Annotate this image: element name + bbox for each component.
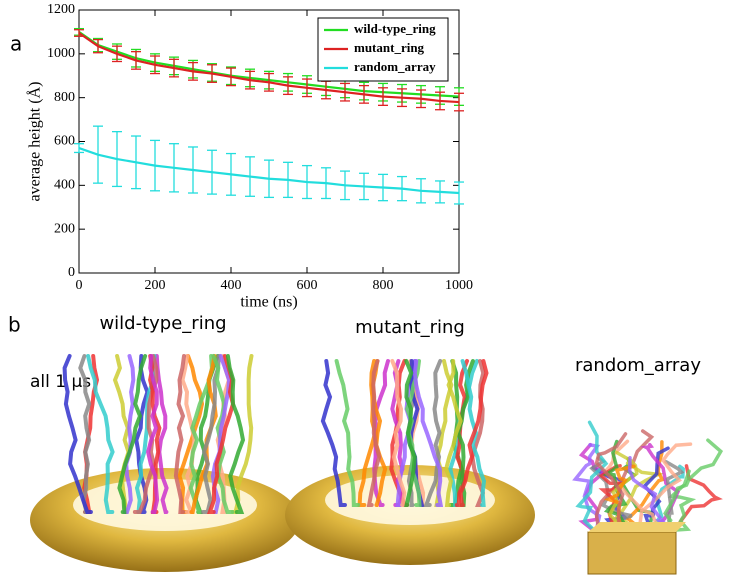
strand (122, 354, 136, 514)
image-label: random_array (575, 355, 701, 376)
strand (673, 464, 723, 532)
x-tick-label: 400 (221, 278, 242, 293)
strand (201, 354, 221, 514)
strand (177, 354, 205, 514)
strands (572, 420, 724, 532)
strands (320, 359, 489, 507)
x-tick-label: 1000 (445, 278, 473, 293)
series-line (78, 147, 460, 195)
strand (225, 354, 246, 514)
strand (180, 354, 197, 514)
image-label: wild-type_ring (99, 313, 226, 334)
strand (423, 359, 443, 507)
strand (86, 354, 115, 514)
legend-label: wild-type_ring (354, 21, 436, 36)
y-axis-label: average height (Å) (26, 82, 44, 202)
strands (62, 354, 254, 514)
strand (640, 442, 693, 532)
strand (460, 359, 487, 507)
gold-block-top (588, 522, 686, 532)
legend-label: random_array (354, 59, 436, 74)
strand (62, 354, 93, 514)
strand (154, 354, 169, 514)
strand (594, 432, 628, 532)
gold-block (587, 531, 677, 575)
strand (640, 442, 681, 532)
strand (404, 359, 417, 507)
series-line (78, 32, 460, 104)
y-tick-label: 800 (54, 90, 75, 105)
strand (320, 359, 347, 507)
strand (117, 354, 148, 514)
y-tick-label: 400 (54, 178, 75, 193)
y-tick-label: 200 (54, 221, 75, 236)
legend-label: mutant_ring (354, 40, 425, 55)
strand (443, 359, 463, 507)
strand (366, 359, 382, 507)
x-tick-label: 200 (145, 278, 166, 293)
y-tick-label: 0 (68, 265, 75, 280)
strand (594, 429, 655, 532)
strand (230, 354, 254, 514)
panel-label: a (10, 32, 22, 56)
strand (458, 359, 489, 507)
y-tick-label: 1200 (47, 2, 75, 17)
panel-label: b (8, 313, 21, 337)
strand (412, 359, 444, 507)
strand (210, 354, 232, 514)
x-axis-label: time (ns) (240, 294, 297, 311)
image-label: mutant_ring (355, 317, 465, 338)
y-tick-label: 600 (54, 134, 75, 149)
strand (334, 359, 361, 507)
strand (78, 354, 92, 514)
note: all 1 μs (30, 372, 91, 392)
y-tick-label: 1000 (47, 46, 75, 61)
x-tick-label: 600 (297, 278, 318, 293)
strand (390, 359, 407, 507)
strand (173, 354, 186, 514)
strand (575, 420, 609, 532)
strand (572, 443, 602, 532)
strand (146, 354, 160, 514)
strand (663, 438, 724, 532)
strand (455, 359, 475, 507)
x-tick-label: 800 (373, 278, 394, 293)
x-tick-label: 0 (76, 278, 83, 293)
